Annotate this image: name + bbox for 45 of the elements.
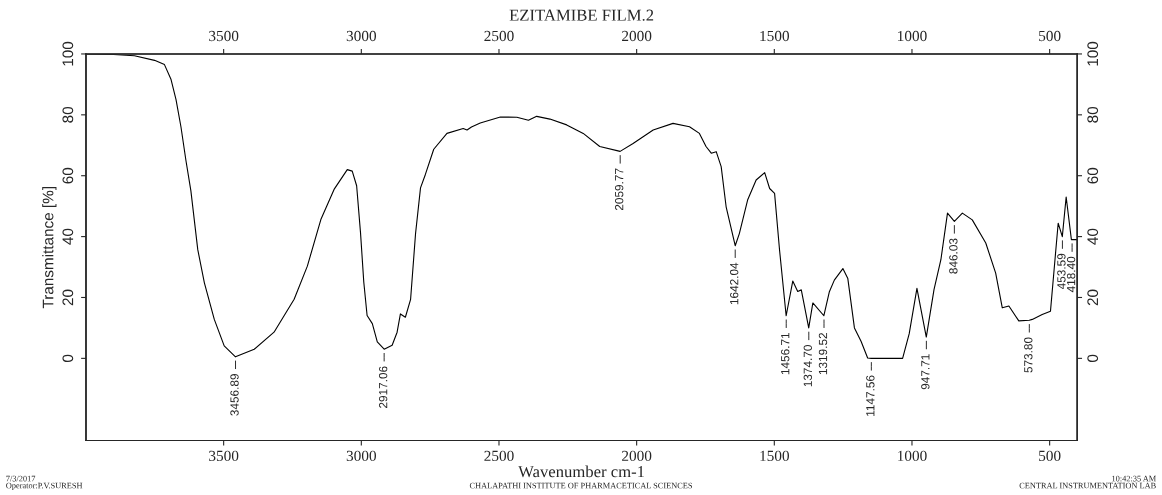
text: 7/3/2017 Operator:P.V.SURESH bbox=[6, 475, 83, 491]
x-tick-label: 2000 bbox=[622, 450, 652, 462]
annotation: 3456.89 bbox=[230, 374, 239, 416]
annotation: 1456.71 bbox=[781, 332, 790, 375]
x2-tick-label: 1000 bbox=[898, 30, 927, 42]
x2-tick-label: 2000 bbox=[622, 30, 652, 42]
chart-title: EZITAMIBE FILM.2 bbox=[509, 9, 654, 21]
x-tick-label: 3500 bbox=[209, 450, 239, 462]
x2-tick-label: 500 bbox=[1039, 30, 1061, 42]
y2-tick-label: 80 bbox=[1087, 106, 1099, 123]
annotation: 2917.06 bbox=[378, 366, 388, 408]
annotation: 453.59 bbox=[1057, 253, 1066, 290]
annotation: 418.40 bbox=[1066, 256, 1076, 293]
annotation: 1374.70 bbox=[803, 345, 812, 387]
annotation: 846.03 bbox=[949, 238, 958, 274]
y-tick-label: 0 bbox=[62, 354, 74, 363]
x-tick-label: 2500 bbox=[484, 450, 514, 462]
x2-tick-label: 2500 bbox=[484, 30, 514, 42]
y2-tick-label: 60 bbox=[1087, 167, 1099, 184]
x-tick-label: 500 bbox=[1039, 450, 1061, 462]
y2-tick-label: 20 bbox=[1087, 289, 1099, 306]
y-axis-title: Transmittance [%] bbox=[42, 187, 57, 309]
y2-tick-label: 100 bbox=[1087, 41, 1099, 66]
y2-tick-label: 0 bbox=[1087, 354, 1099, 363]
annotation: 947.71 bbox=[921, 354, 930, 390]
y2-tick-label: 40 bbox=[1087, 228, 1099, 245]
y-tick-label: 40 bbox=[62, 228, 74, 245]
text: 10:42:35 AM CENTRAL INSTRUMENTATION LAB bbox=[1019, 475, 1156, 489]
y-tick-label: 20 bbox=[62, 289, 74, 306]
text: CHALAPATHI INSTITUTE OF PHARMACETICAL SCIENCES bbox=[469, 482, 692, 489]
y-tick-label: 100 bbox=[62, 41, 74, 66]
x2-tick-label: 3500 bbox=[209, 30, 239, 42]
x2-tick-label: 3000 bbox=[346, 30, 377, 42]
annotation: 2059.77 bbox=[615, 168, 624, 211]
annotation: 573.80 bbox=[1024, 337, 1033, 373]
x-tick-label: 1000 bbox=[898, 450, 927, 462]
x-tick-label: 1500 bbox=[760, 450, 790, 462]
x-axis-title: Wavenumber cm-1 bbox=[518, 465, 644, 478]
annotation: 1147.56 bbox=[866, 375, 875, 416]
x2-tick-label: 1500 bbox=[760, 30, 790, 42]
annotation: 1319.52 bbox=[818, 333, 828, 375]
y-tick-label: 60 bbox=[62, 167, 74, 184]
x-tick-label: 3000 bbox=[346, 450, 377, 462]
y-tick-label: 80 bbox=[62, 106, 74, 123]
annotation: 1642.04 bbox=[730, 262, 739, 305]
